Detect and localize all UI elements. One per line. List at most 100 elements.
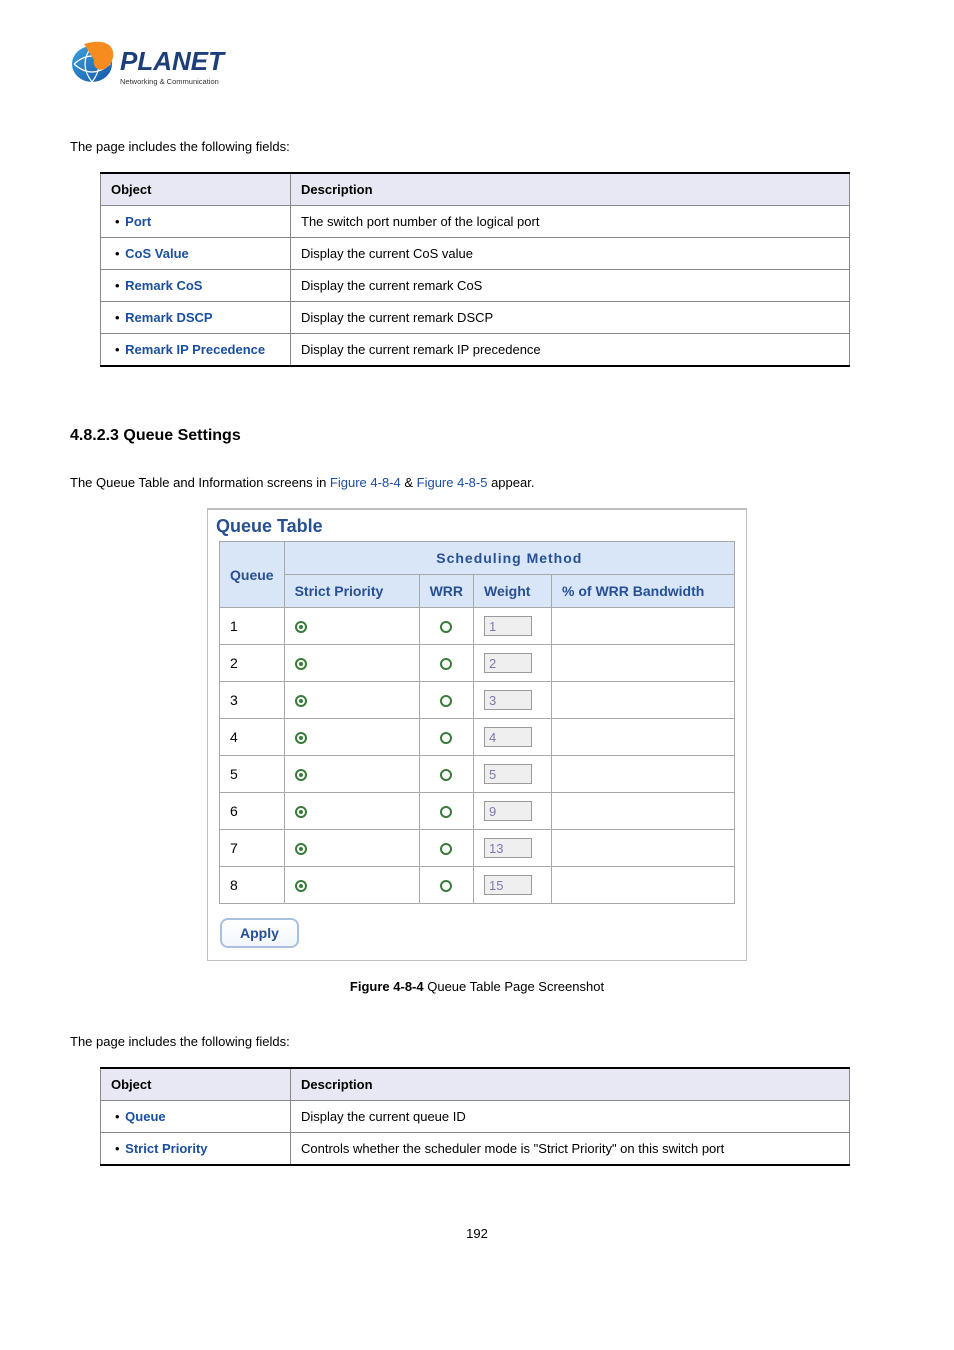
strict-priority-radio[interactable] [295, 695, 307, 707]
table1-label: CoS Value [101, 238, 291, 270]
queue-header-sched: Scheduling Method [284, 542, 734, 575]
queue-cell-sp [284, 719, 419, 756]
queue-cell-bw [552, 608, 735, 645]
qline-t1: The Queue Table and Information screens … [70, 475, 330, 490]
queue-cell-weight: 15 [474, 867, 552, 904]
queue-cell-id: 1 [220, 608, 285, 645]
queue-cell-sp [284, 608, 419, 645]
table1-desc: Display the current remark IP precedence [291, 334, 850, 367]
queue-cell-sp [284, 645, 419, 682]
queue-row: 55 [220, 756, 735, 793]
table1-desc: Display the current CoS value [291, 238, 850, 270]
wrr-radio[interactable] [440, 695, 452, 707]
strict-priority-radio[interactable] [295, 880, 307, 892]
queue-cell-sp [284, 793, 419, 830]
queue-cell-wrr [419, 756, 473, 793]
strict-priority-radio[interactable] [295, 621, 307, 633]
weight-input[interactable]: 1 [484, 616, 532, 636]
wrr-radio[interactable] [440, 658, 452, 670]
strict-priority-radio[interactable] [295, 806, 307, 818]
caption-text: Queue Table Page Screenshot [424, 979, 604, 994]
queue-cell-weight: 3 [474, 682, 552, 719]
queue-cell-wrr [419, 867, 473, 904]
queue-cell-weight: 4 [474, 719, 552, 756]
queue-cell-wrr [419, 645, 473, 682]
queue-line: The Queue Table and Information screens … [70, 475, 884, 490]
queue-cell-id: 8 [220, 867, 285, 904]
table1-header-object: Object [101, 173, 291, 206]
queue-cell-weight: 9 [474, 793, 552, 830]
table1-label: Remark CoS [101, 270, 291, 302]
queue-cell-weight: 13 [474, 830, 552, 867]
queue-header-bw: % of WRR Bandwidth [552, 575, 735, 608]
table1-desc: Display the current remark DSCP [291, 302, 850, 334]
wrr-radio[interactable] [440, 843, 452, 855]
weight-input[interactable]: 13 [484, 838, 532, 858]
queue-cell-bw [552, 645, 735, 682]
qline-t2: appear. [487, 475, 534, 490]
queue-header-weight: Weight [474, 575, 552, 608]
table2-label: Queue [101, 1101, 291, 1133]
table2-header-description: Description [291, 1068, 850, 1101]
logo: PLANET Networking & Communication [70, 40, 884, 99]
strict-priority-radio[interactable] [295, 843, 307, 855]
queue-cell-bw [552, 867, 735, 904]
queue-cell-id: 5 [220, 756, 285, 793]
strict-priority-radio[interactable] [295, 769, 307, 781]
queue-cell-sp [284, 830, 419, 867]
table2-desc: Controls whether the scheduler mode is "… [291, 1133, 850, 1166]
intro-text-1: The page includes the following fields: [70, 139, 884, 154]
queue-cell-weight: 1 [474, 608, 552, 645]
apply-button[interactable]: Apply [220, 918, 299, 948]
queue-cell-wrr [419, 793, 473, 830]
queue-row: 7 13 [220, 830, 735, 867]
table1-label: Port [101, 206, 291, 238]
weight-input[interactable]: 5 [484, 764, 532, 784]
table2-header-object: Object [101, 1068, 291, 1101]
table1-header-description: Description [291, 173, 850, 206]
table1-label: Remark DSCP [101, 302, 291, 334]
figure-link-1[interactable]: Figure 4-8-4 [330, 475, 401, 490]
queue-header-sp: Strict Priority [284, 575, 419, 608]
queue-cell-id: 4 [220, 719, 285, 756]
wrr-radio[interactable] [440, 880, 452, 892]
queue-cell-bw [552, 719, 735, 756]
table1-desc: Display the current remark CoS [291, 270, 850, 302]
queue-cell-weight: 2 [474, 645, 552, 682]
weight-input[interactable]: 4 [484, 727, 532, 747]
weight-input[interactable]: 3 [484, 690, 532, 710]
queue-row: 8 15 [220, 867, 735, 904]
wrr-radio[interactable] [440, 769, 452, 781]
queue-cell-wrr [419, 830, 473, 867]
queue-table-title: Queue Table [208, 510, 746, 541]
section-heading: 4.8.2.3 Queue Settings [70, 427, 884, 445]
table1-label: Remark IP Precedence [101, 334, 291, 367]
queue-table-widget: Queue Table Queue Scheduling Method Stri… [207, 508, 747, 961]
queue-cell-bw [552, 793, 735, 830]
queue-row: 69 [220, 793, 735, 830]
svg-text:PLANET: PLANET [120, 46, 226, 76]
figure-link-2[interactable]: Figure 4-8-5 [417, 475, 488, 490]
figure-caption: Figure 4-8-4 Queue Table Page Screenshot [70, 979, 884, 994]
strict-priority-radio[interactable] [295, 732, 307, 744]
table2-desc: Display the current queue ID [291, 1101, 850, 1133]
wrr-radio[interactable] [440, 806, 452, 818]
queue-cell-id: 2 [220, 645, 285, 682]
weight-input[interactable]: 2 [484, 653, 532, 673]
qline-amp: & [401, 475, 417, 490]
strict-priority-radio[interactable] [295, 658, 307, 670]
page-number: 192 [70, 1226, 884, 1241]
queue-cell-sp [284, 756, 419, 793]
weight-input[interactable]: 9 [484, 801, 532, 821]
queue-header-queue: Queue [220, 542, 285, 608]
queue-header-wrr: WRR [419, 575, 473, 608]
queue-cell-id: 7 [220, 830, 285, 867]
queue-cell-wrr [419, 682, 473, 719]
queue-cell-sp [284, 682, 419, 719]
queue-cell-id: 3 [220, 682, 285, 719]
weight-input[interactable]: 15 [484, 875, 532, 895]
queue-cell-id: 6 [220, 793, 285, 830]
wrr-radio[interactable] [440, 621, 452, 633]
wrr-radio[interactable] [440, 732, 452, 744]
queue-row: 11 [220, 608, 735, 645]
